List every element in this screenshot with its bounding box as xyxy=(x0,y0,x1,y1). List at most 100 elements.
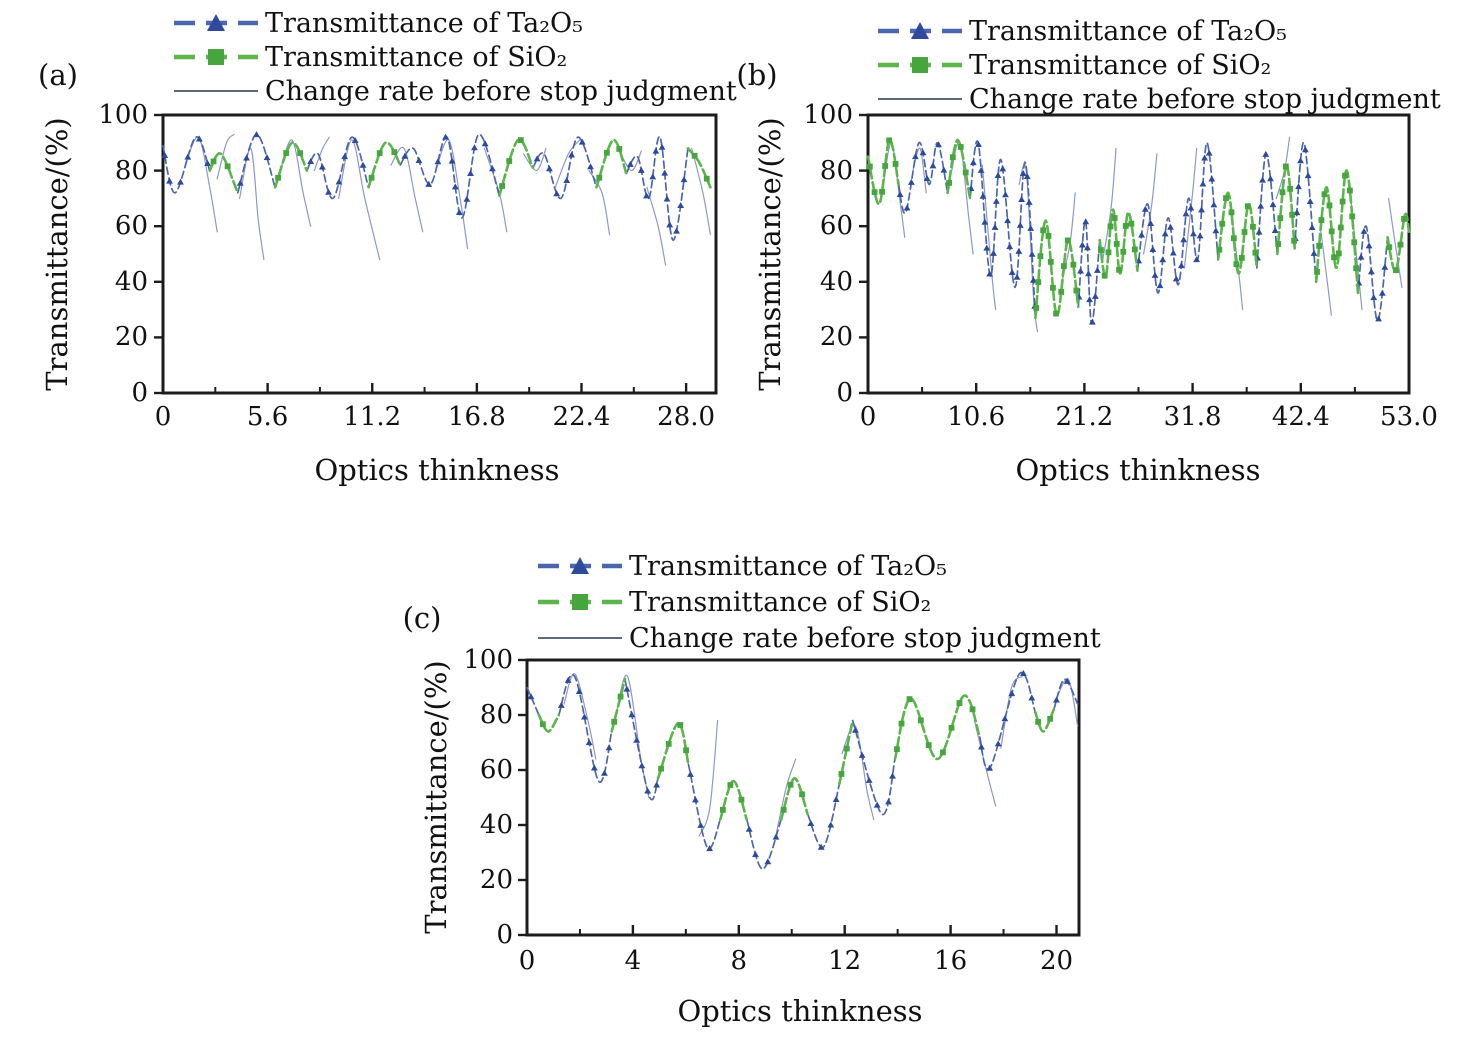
x-tick-label: 53.0 xyxy=(1380,402,1438,432)
dashed-line-square-marker-icon xyxy=(174,49,258,65)
y-tick-label: 40 xyxy=(114,266,148,297)
triangle-marker xyxy=(991,223,999,230)
legend-item-change-rate: Change rate before stop judgment xyxy=(876,82,1441,116)
series-ta2o5-segment xyxy=(624,678,659,801)
square-marker xyxy=(1223,195,1229,201)
triangle-marker xyxy=(919,149,927,156)
series-rate-segment xyxy=(646,186,667,266)
legend-label: Transmittance of SiO₂ xyxy=(969,49,1272,81)
square-marker xyxy=(1314,268,1320,275)
triangle-marker xyxy=(903,204,911,211)
square-marker xyxy=(1287,185,1294,192)
square-marker xyxy=(1070,261,1077,268)
legend-label: Transmittance of Ta₂O₅ xyxy=(629,550,947,582)
triangle-marker xyxy=(1297,157,1304,164)
square-marker xyxy=(1037,253,1044,260)
triangle-marker xyxy=(307,157,315,164)
square-marker xyxy=(1326,202,1333,209)
square-marker xyxy=(1250,223,1256,230)
triangle-marker xyxy=(986,764,994,771)
square-marker xyxy=(1116,266,1122,273)
triangle-marker xyxy=(687,770,694,777)
thin-line-icon xyxy=(878,98,962,100)
plot-border xyxy=(525,658,1081,937)
x-axis-title: Optics thinkness xyxy=(314,453,560,487)
triangle-marker xyxy=(1008,268,1016,275)
triangle-marker xyxy=(243,154,250,161)
series-rate-segment xyxy=(841,724,875,821)
triangle-marker xyxy=(451,183,459,190)
series-sio2-segment xyxy=(866,138,900,206)
series-rate-segment xyxy=(435,139,469,249)
series-rate-segment xyxy=(1143,153,1158,255)
triangle-marker xyxy=(442,133,450,140)
triangle-marker xyxy=(1193,256,1200,263)
triangle-marker xyxy=(673,227,680,234)
x-tick-label: 22.4 xyxy=(552,402,611,432)
triangle-marker xyxy=(177,178,184,185)
legend-label: Transmittance of SiO₂ xyxy=(265,41,568,73)
dashed-line-triangle-marker-icon xyxy=(878,22,962,39)
triangle-marker xyxy=(195,135,203,142)
square-marker xyxy=(1393,267,1399,274)
square-marker xyxy=(787,781,794,788)
square-marker xyxy=(1050,284,1056,291)
triangle-marker xyxy=(981,218,989,225)
triangle-marker xyxy=(581,713,588,720)
series-rate-segment xyxy=(483,147,508,233)
series-rate-segment xyxy=(554,139,581,188)
x-tick-label: 20 xyxy=(1039,946,1074,976)
triangle-marker xyxy=(1304,172,1312,179)
series-ta2o5-segment xyxy=(162,136,211,194)
square-marker xyxy=(1335,250,1342,257)
series-sio2-segment xyxy=(893,694,981,761)
triangle-marker xyxy=(1156,282,1164,289)
square-marker xyxy=(617,693,624,700)
legend-item-ta2o5: Transmittance of Ta₂O₅ xyxy=(172,6,737,40)
triangle-marker xyxy=(885,798,892,805)
triangle-marker xyxy=(1367,268,1375,275)
triangle-marker xyxy=(1271,227,1279,234)
square-marker xyxy=(1401,216,1407,222)
triangle-marker xyxy=(680,176,688,183)
y-tick-label: 20 xyxy=(114,322,148,353)
dashed-line-square-marker-icon xyxy=(538,594,622,610)
triangle-marker xyxy=(425,180,433,187)
series-ta2o5-segment xyxy=(1357,225,1389,322)
triangle-marker xyxy=(1002,191,1009,198)
triangle-marker xyxy=(1063,677,1071,684)
square-marker xyxy=(1289,211,1296,218)
triangle-marker xyxy=(975,140,982,147)
triangle-marker xyxy=(706,845,714,852)
series-sio2-segment xyxy=(1314,169,1360,295)
y-tick-label: 60 xyxy=(114,211,148,242)
triangle-marker xyxy=(463,195,471,202)
square-marker xyxy=(1216,246,1223,253)
triangle-marker xyxy=(923,174,931,181)
square-marker xyxy=(1228,209,1235,216)
triangle-marker xyxy=(1053,696,1060,703)
triangle-marker xyxy=(697,821,705,828)
square-marker xyxy=(1279,189,1286,196)
series-ta2o5-segment xyxy=(526,686,540,716)
square-marker xyxy=(1073,287,1080,294)
dashed-line-triangle-marker-icon xyxy=(174,14,258,31)
y-tick-label: 60 xyxy=(819,211,853,242)
square-marker xyxy=(1316,243,1323,249)
square-marker xyxy=(1053,310,1060,317)
series-ta2o5-segment xyxy=(687,763,722,850)
square-marker xyxy=(1275,241,1282,247)
series-sio2-segment xyxy=(595,138,628,189)
triangle-marker xyxy=(653,781,661,788)
y-tick-label: 80 xyxy=(819,155,853,186)
triangle-marker xyxy=(896,190,904,197)
series-ta2o5-segment xyxy=(236,133,276,194)
square-marker xyxy=(1120,248,1127,255)
square-marker xyxy=(727,782,734,788)
series-rate-segment xyxy=(216,133,235,180)
triangle-marker xyxy=(1094,266,1101,273)
legend: Transmittance of Ta₂O₅ Transmittance of … xyxy=(876,14,1441,116)
legend-label: Change rate before stop judgment xyxy=(629,622,1101,654)
square-marker xyxy=(843,745,850,752)
triangle-marker xyxy=(652,147,660,154)
